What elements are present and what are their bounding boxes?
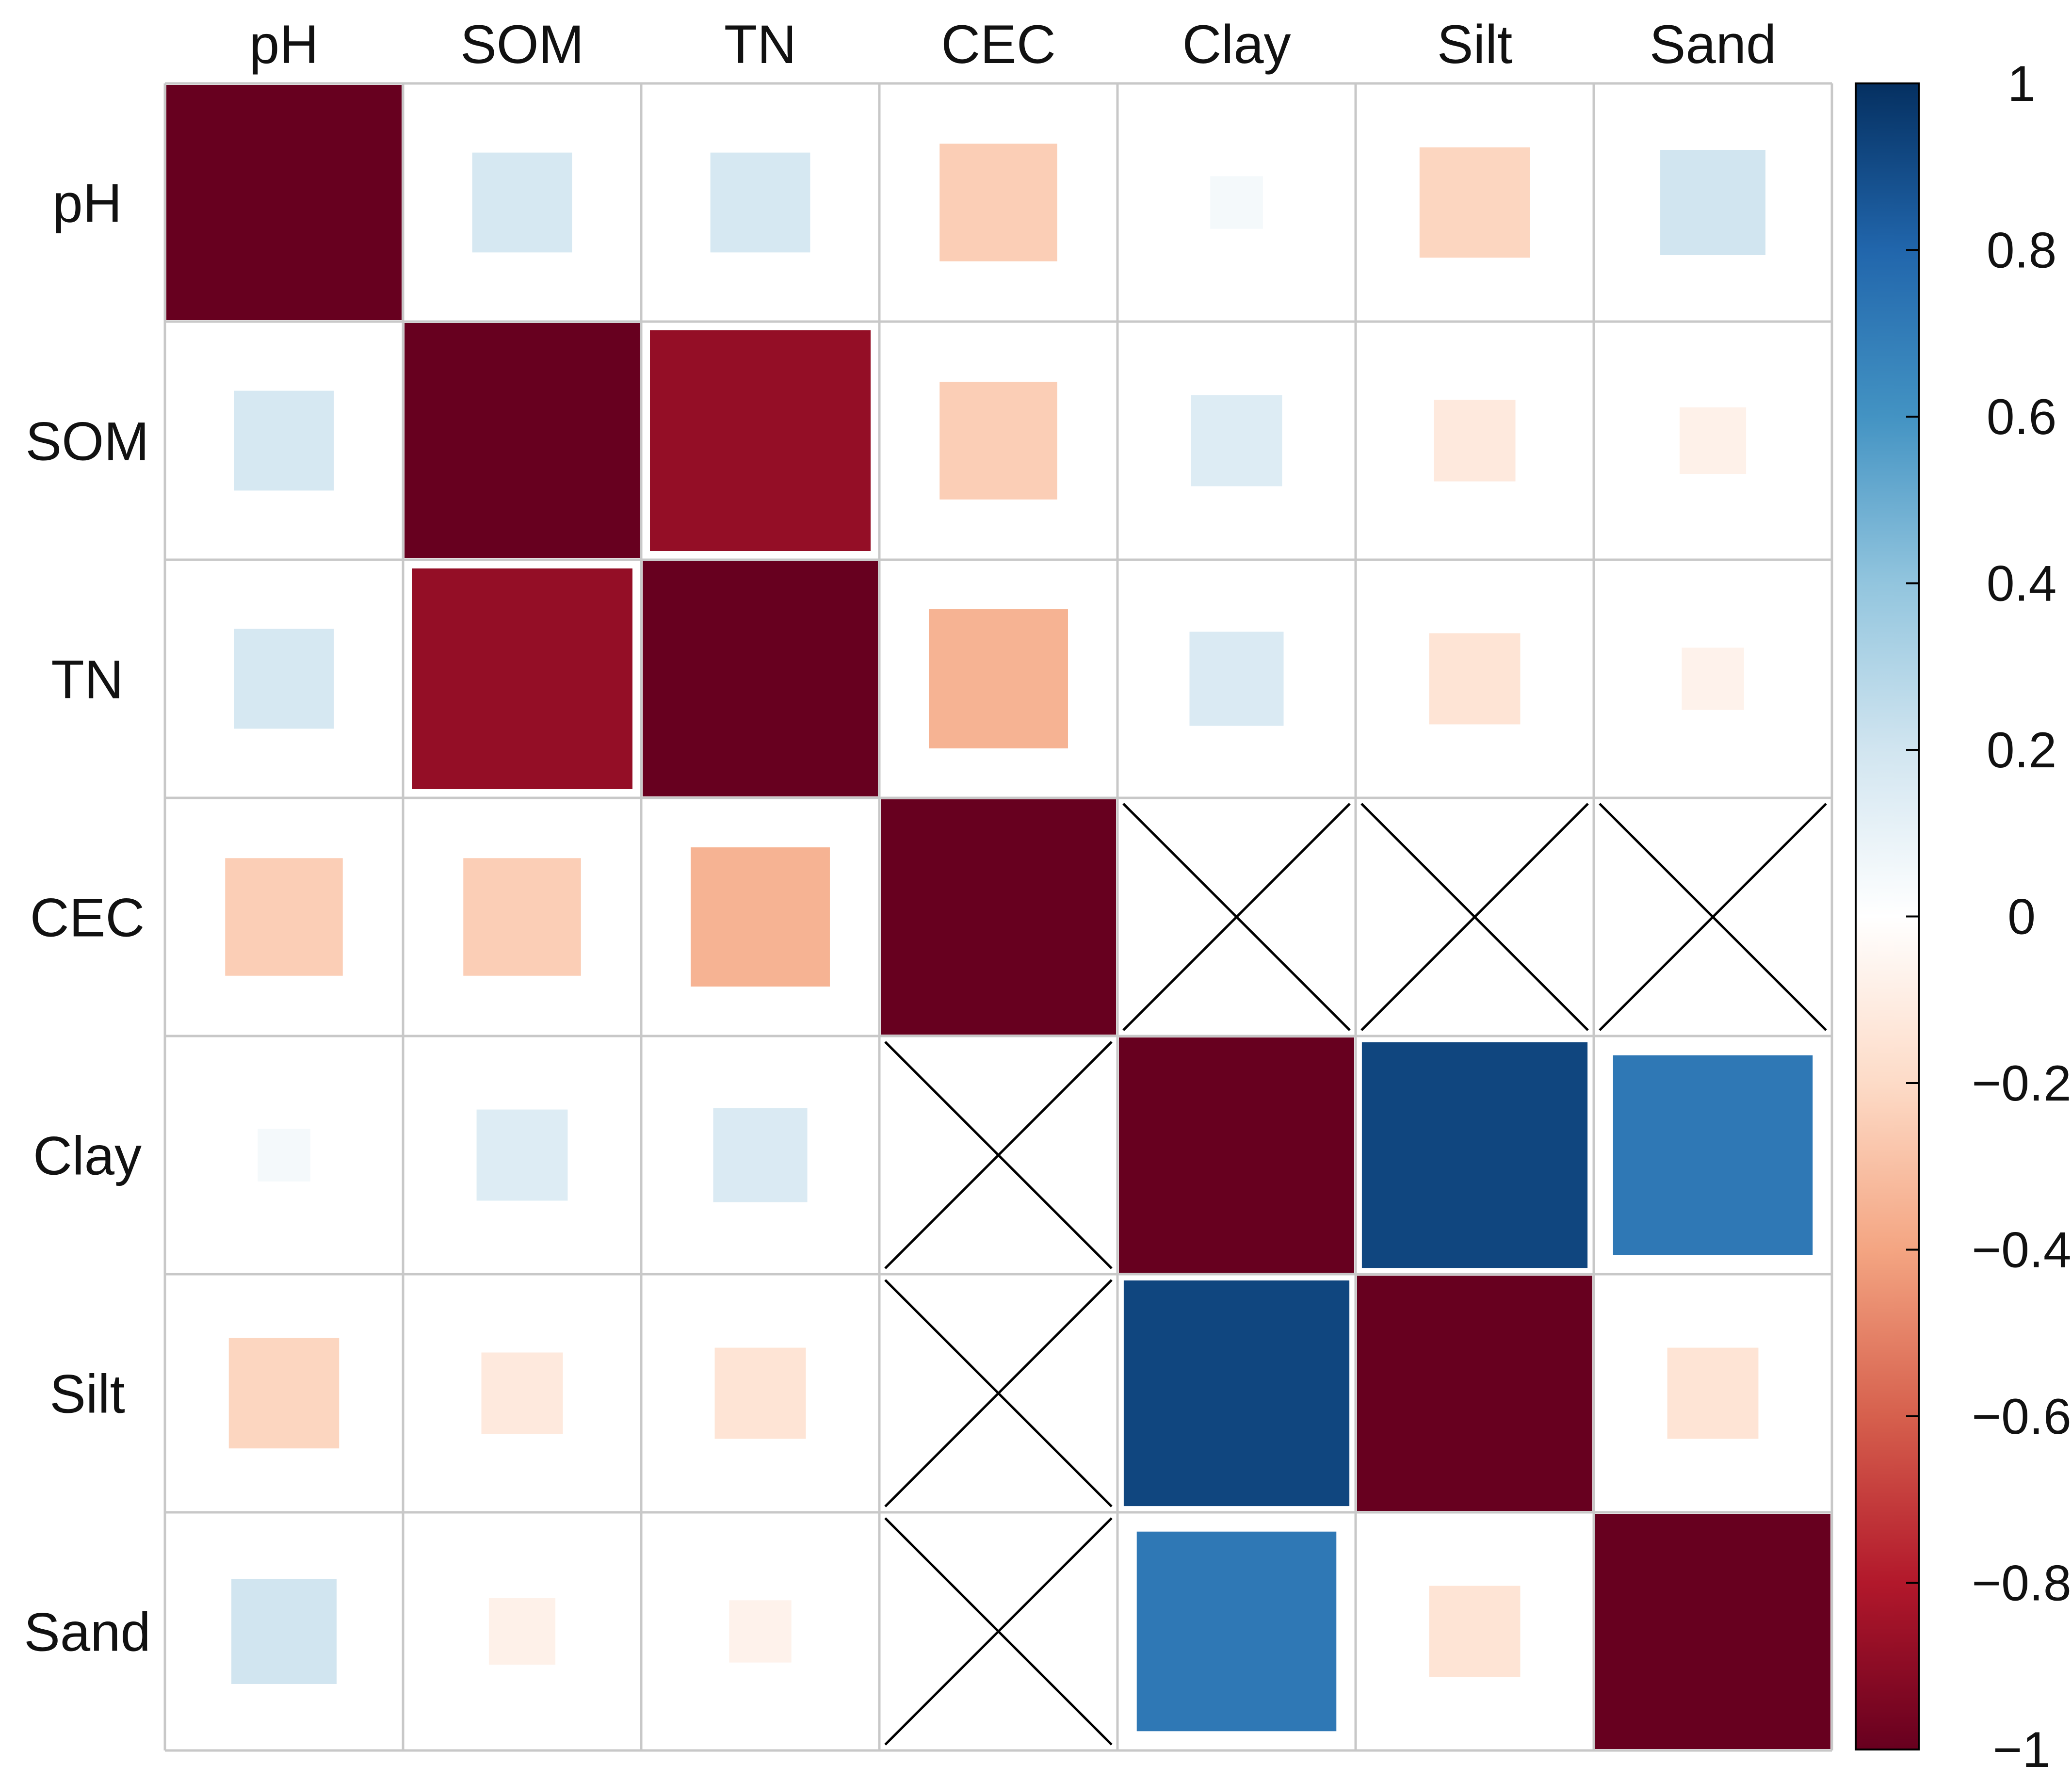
cross-mark-Sand-CEC (884, 1517, 1113, 1746)
cell-pH-Silt (1419, 147, 1530, 258)
cross-mark-Silt-CEC (884, 1279, 1113, 1507)
cell-Silt-Clay (1123, 1280, 1350, 1507)
cell-Sand-TN (729, 1600, 792, 1663)
cell-CEC-pH (225, 858, 343, 976)
cell-pH-SOM (472, 152, 572, 253)
row-label-Silt: Silt (49, 1364, 125, 1425)
cell-TN-TN (643, 561, 878, 796)
cell-SOM-TN (650, 330, 871, 551)
colorbar: 1 0.8 0.6 0.4 0.2 0 −0.2 −0.4 −0.6 −0.8 −1 (1855, 56, 2072, 1778)
row-label-Clay: Clay (33, 1126, 142, 1186)
colorbar-tick-label: 0.8 (1987, 223, 2057, 279)
column-label-CEC: CEC (941, 14, 1055, 75)
cell-CEC-SOM (463, 858, 581, 976)
cell-Clay-Sand (1613, 1055, 1813, 1255)
row-label-SOM: SOM (25, 411, 149, 472)
cell-Sand-Sand (1595, 1514, 1830, 1749)
column-label-Sand: Sand (1650, 14, 1777, 75)
colorbar-tick-label: 0.4 (1987, 556, 2057, 612)
cell-TN-Clay (1189, 632, 1284, 726)
cross-mark-CEC-Sand (1599, 803, 1827, 1031)
cell-SOM-SOM (405, 323, 640, 558)
cell-TN-pH (234, 629, 334, 729)
cell-pH-TN (710, 152, 810, 253)
colorbar-tick-label: −0.4 (1972, 1222, 2071, 1279)
column-label-TN: TN (724, 14, 796, 75)
cell-SOM-pH (234, 390, 334, 491)
cell-TN-CEC (929, 609, 1068, 748)
colorbar-tick-label: −0.6 (1972, 1389, 2071, 1445)
cell-Silt-SOM (481, 1352, 563, 1434)
colorbar-tick-label: −0.8 (1972, 1555, 2071, 1612)
cell-Sand-Clay (1136, 1531, 1337, 1732)
cell-Sand-SOM (488, 1598, 556, 1665)
cell-TN-Silt (1429, 633, 1521, 725)
colorbar-tick-label: 0 (2007, 889, 2036, 945)
cell-Clay-Silt (1361, 1042, 1588, 1268)
column-label-Clay: Clay (1182, 14, 1291, 75)
cell-Sand-pH (231, 1579, 337, 1684)
colorbar-tick-label: 1 (2007, 56, 2036, 112)
cell-TN-Sand (1682, 648, 1744, 710)
cell-Clay-SOM (476, 1109, 568, 1201)
row-label-CEC: CEC (30, 888, 145, 948)
cell-CEC-CEC (881, 799, 1116, 1035)
row-label-TN: TN (51, 649, 123, 710)
cell-SOM-CEC (939, 382, 1057, 500)
column-label-SOM: SOM (460, 14, 584, 75)
colorbar-tick-label: −0.2 (1972, 1055, 2071, 1112)
colorbar-tick-label: −1 (1993, 1722, 2051, 1778)
cell-SOM-Clay (1191, 395, 1282, 486)
cell-Clay-Clay (1119, 1037, 1354, 1273)
column-label-Silt: Silt (1437, 14, 1513, 75)
cell-CEC-TN (691, 847, 830, 987)
column-label-pH: pH (249, 14, 319, 75)
cell-pH-Clay (1210, 176, 1263, 229)
cell-Clay-pH (258, 1129, 310, 1182)
cell-Clay-TN (713, 1108, 808, 1202)
colorbar-tick-label: 0.6 (1987, 389, 2057, 445)
cell-Silt-Silt (1357, 1276, 1592, 1511)
cross-mark-CEC-Clay (1122, 803, 1351, 1031)
cell-Silt-TN (714, 1347, 806, 1439)
cell-Silt-Sand (1667, 1347, 1759, 1439)
cell-SOM-Silt (1434, 400, 1516, 482)
cell-TN-SOM (412, 568, 632, 789)
colorbar-tick-label: 0.2 (1987, 722, 2057, 778)
row-label-pH: pH (52, 173, 122, 234)
cell-layer (166, 85, 1830, 1749)
cross-mark-Clay-CEC (884, 1041, 1113, 1269)
cell-pH-pH (166, 85, 402, 320)
cell-pH-CEC (939, 144, 1057, 261)
grid-layer (163, 82, 1833, 1752)
label-layer: pH pH SOM SOM TN TN CEC CEC Clay Clay Silt Silt Sand… (24, 14, 1776, 1663)
cell-SOM-Sand (1679, 407, 1747, 474)
cell-pH-Sand (1660, 150, 1765, 255)
cell-Silt-pH (228, 1338, 340, 1449)
cell-Sand-Silt (1429, 1586, 1521, 1677)
row-label-Sand: Sand (24, 1602, 151, 1663)
cross-mark-CEC-Silt (1360, 803, 1589, 1031)
